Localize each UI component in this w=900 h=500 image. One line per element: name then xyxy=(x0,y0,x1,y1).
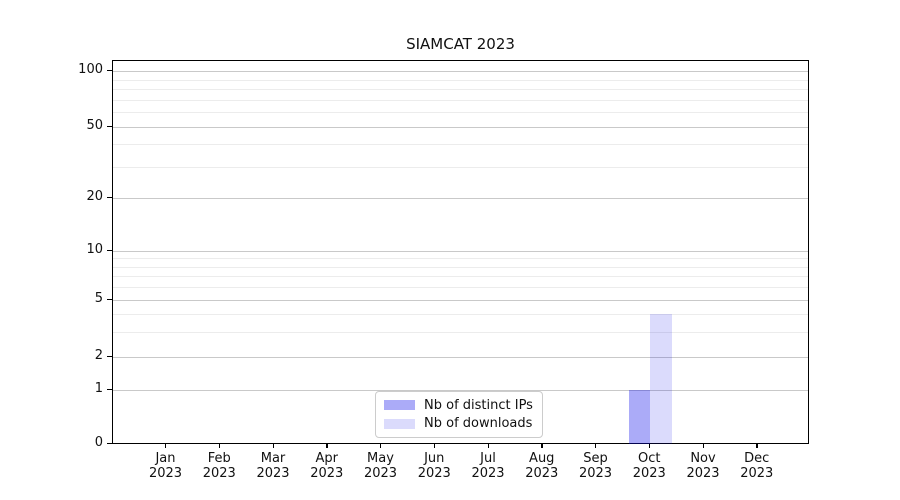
x-tick-year: 2023 xyxy=(363,466,398,481)
major-gridline xyxy=(113,198,808,199)
y-tick xyxy=(107,69,112,71)
major-gridline xyxy=(113,127,808,128)
x-tick-label: Jan 2023 xyxy=(134,451,198,481)
minor-gridline xyxy=(113,287,808,289)
x-tick-label: Feb 2023 xyxy=(187,451,251,481)
major-gridline xyxy=(113,390,808,391)
x-tick-label: Dec 2023 xyxy=(725,451,789,481)
x-tick xyxy=(433,444,436,448)
legend-item-downloads: Nb of downloads xyxy=(384,416,534,431)
legend-item-distinct-ips: Nb of distinct IPs xyxy=(384,398,534,413)
x-tick-year: 2023 xyxy=(740,466,774,481)
x-tick-label: Jul 2023 xyxy=(456,451,520,481)
legend-swatch-distinct-ips xyxy=(384,400,415,411)
legend-swatch-downloads xyxy=(384,418,415,429)
y-tick-label: 0 xyxy=(94,435,103,450)
x-tick-year: 2023 xyxy=(148,466,183,481)
y-tick-label: 2 xyxy=(94,348,103,363)
y-tick-label: 10 xyxy=(86,242,103,257)
major-gridline xyxy=(113,251,808,252)
x-tick-year: 2023 xyxy=(202,466,236,481)
x-tick-label: Oct 2023 xyxy=(617,451,681,481)
minor-gridline xyxy=(113,89,808,91)
minor-gridline xyxy=(113,276,808,278)
bar-distinct-ips xyxy=(629,390,651,444)
bar-downloads xyxy=(650,313,673,444)
x-tick-year: 2023 xyxy=(256,466,290,481)
minor-gridline xyxy=(113,258,808,260)
legend-label: Nb of distinct IPs xyxy=(424,397,533,413)
x-tick xyxy=(595,444,597,448)
x-tick-month: Dec xyxy=(744,451,770,466)
x-tick-label: Mar 2023 xyxy=(241,451,305,481)
y-tick xyxy=(107,388,112,390)
x-tick-year: 2023 xyxy=(578,466,613,481)
y-tick-label: 1 xyxy=(94,381,103,396)
y-tick-label: 20 xyxy=(86,189,103,204)
y-tick xyxy=(107,298,112,300)
x-tick xyxy=(756,444,758,448)
x-tick-month: Apr xyxy=(315,451,339,466)
minor-gridline xyxy=(113,331,808,333)
y-tick xyxy=(107,125,112,127)
x-tick-label: Apr 2023 xyxy=(295,451,359,481)
minor-gridline xyxy=(113,112,808,114)
x-tick-month: Nov xyxy=(690,451,716,466)
y-tick xyxy=(107,249,112,251)
x-tick-year: 2023 xyxy=(471,466,505,481)
x-tick-label: Sep 2023 xyxy=(564,451,628,481)
x-tick-month: May xyxy=(367,451,394,466)
x-tick-month: Oct xyxy=(638,451,661,466)
x-tick-year: 2023 xyxy=(525,466,559,481)
x-tick xyxy=(487,444,489,448)
x-tick-month: Mar xyxy=(260,451,286,466)
x-tick xyxy=(648,444,651,448)
minor-gridline xyxy=(113,99,808,101)
x-tick-label: Aug 2023 xyxy=(510,451,574,481)
x-tick xyxy=(326,444,328,448)
x-tick-month: Aug xyxy=(529,451,555,466)
y-tick xyxy=(107,355,112,357)
chart-title: SIAMCAT 2023 xyxy=(406,35,515,53)
x-tick-month: Jun xyxy=(424,451,445,466)
y-tick-label: 100 xyxy=(78,62,103,77)
plot-area: Nb of distinct IPs Nb of downloads xyxy=(112,60,809,444)
x-tick-month: Sep xyxy=(583,451,608,466)
y-tick xyxy=(107,442,112,444)
major-gridline xyxy=(113,71,808,72)
x-tick-year: 2023 xyxy=(686,466,720,481)
x-tick-label: Nov 2023 xyxy=(671,451,735,481)
x-tick-year: 2023 xyxy=(632,466,666,481)
x-tick-month: Jan xyxy=(155,451,176,466)
x-tick xyxy=(380,444,382,448)
x-tick-month: Jul xyxy=(480,451,496,466)
minor-gridline xyxy=(113,166,808,168)
x-tick-year: 2023 xyxy=(310,466,344,481)
x-tick-label: May 2023 xyxy=(349,451,413,481)
legend: Nb of distinct IPs Nb of downloads xyxy=(375,391,543,438)
x-tick xyxy=(272,444,274,448)
x-tick xyxy=(165,444,167,448)
y-tick xyxy=(107,196,112,198)
x-tick-year: 2023 xyxy=(417,466,451,481)
x-tick xyxy=(702,444,704,448)
x-tick xyxy=(218,444,221,448)
major-gridline xyxy=(113,300,808,301)
y-tick-label: 5 xyxy=(94,291,103,306)
x-tick xyxy=(541,444,543,448)
y-tick-label: 50 xyxy=(86,118,103,133)
minor-gridline xyxy=(113,266,808,268)
x-tick-month: Feb xyxy=(207,451,231,466)
major-gridline xyxy=(113,357,808,358)
legend-label: Nb of downloads xyxy=(424,416,533,432)
minor-gridline xyxy=(113,79,808,81)
minor-gridline xyxy=(113,313,808,315)
minor-gridline xyxy=(113,144,808,146)
x-tick-label: Jun 2023 xyxy=(402,451,466,481)
